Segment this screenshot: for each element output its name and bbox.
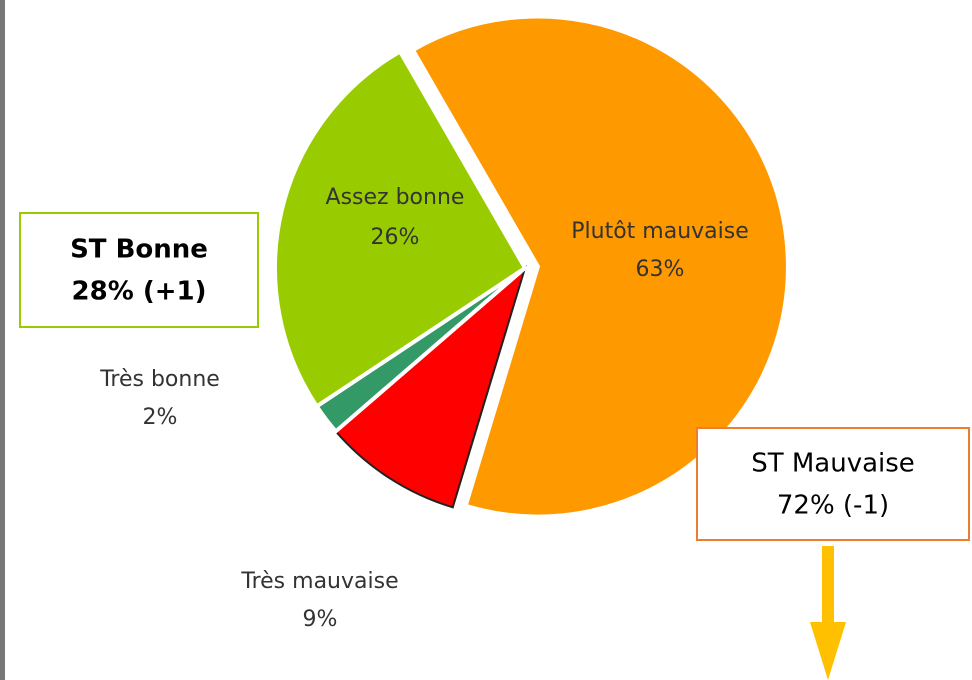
slice-value-label: 2% bbox=[143, 405, 178, 430]
pie-slice bbox=[334, 264, 527, 509]
annotation-text: ST Bonne bbox=[70, 235, 208, 265]
annotation-box: ST Bonne 28% (+1) bbox=[19, 212, 259, 328]
pie-slice bbox=[410, 14, 790, 519]
left-edge bbox=[0, 0, 5, 680]
slice-value-label: 9% bbox=[303, 607, 338, 632]
annotation-text: 28% (+1) bbox=[72, 277, 207, 307]
annotation-border bbox=[696, 427, 970, 541]
annotation-border bbox=[19, 212, 259, 328]
slice-label: Très bonne bbox=[99, 367, 220, 392]
pie-slice bbox=[273, 48, 528, 410]
slice-value-label: 63% bbox=[636, 257, 685, 282]
annotation-box: ST Mauvaise 72% (-1) bbox=[696, 427, 970, 541]
slice-value-label: 26% bbox=[371, 225, 420, 250]
arrow bbox=[810, 546, 846, 680]
annotation-text: 72% (-1) bbox=[777, 491, 889, 521]
annotation-text: ST Mauvaise bbox=[751, 449, 915, 479]
slice-label: Assez bonne bbox=[326, 185, 465, 210]
slice-label: Plutôt mauvaise bbox=[571, 219, 749, 244]
slice-label: Très mauvaise bbox=[240, 569, 398, 594]
